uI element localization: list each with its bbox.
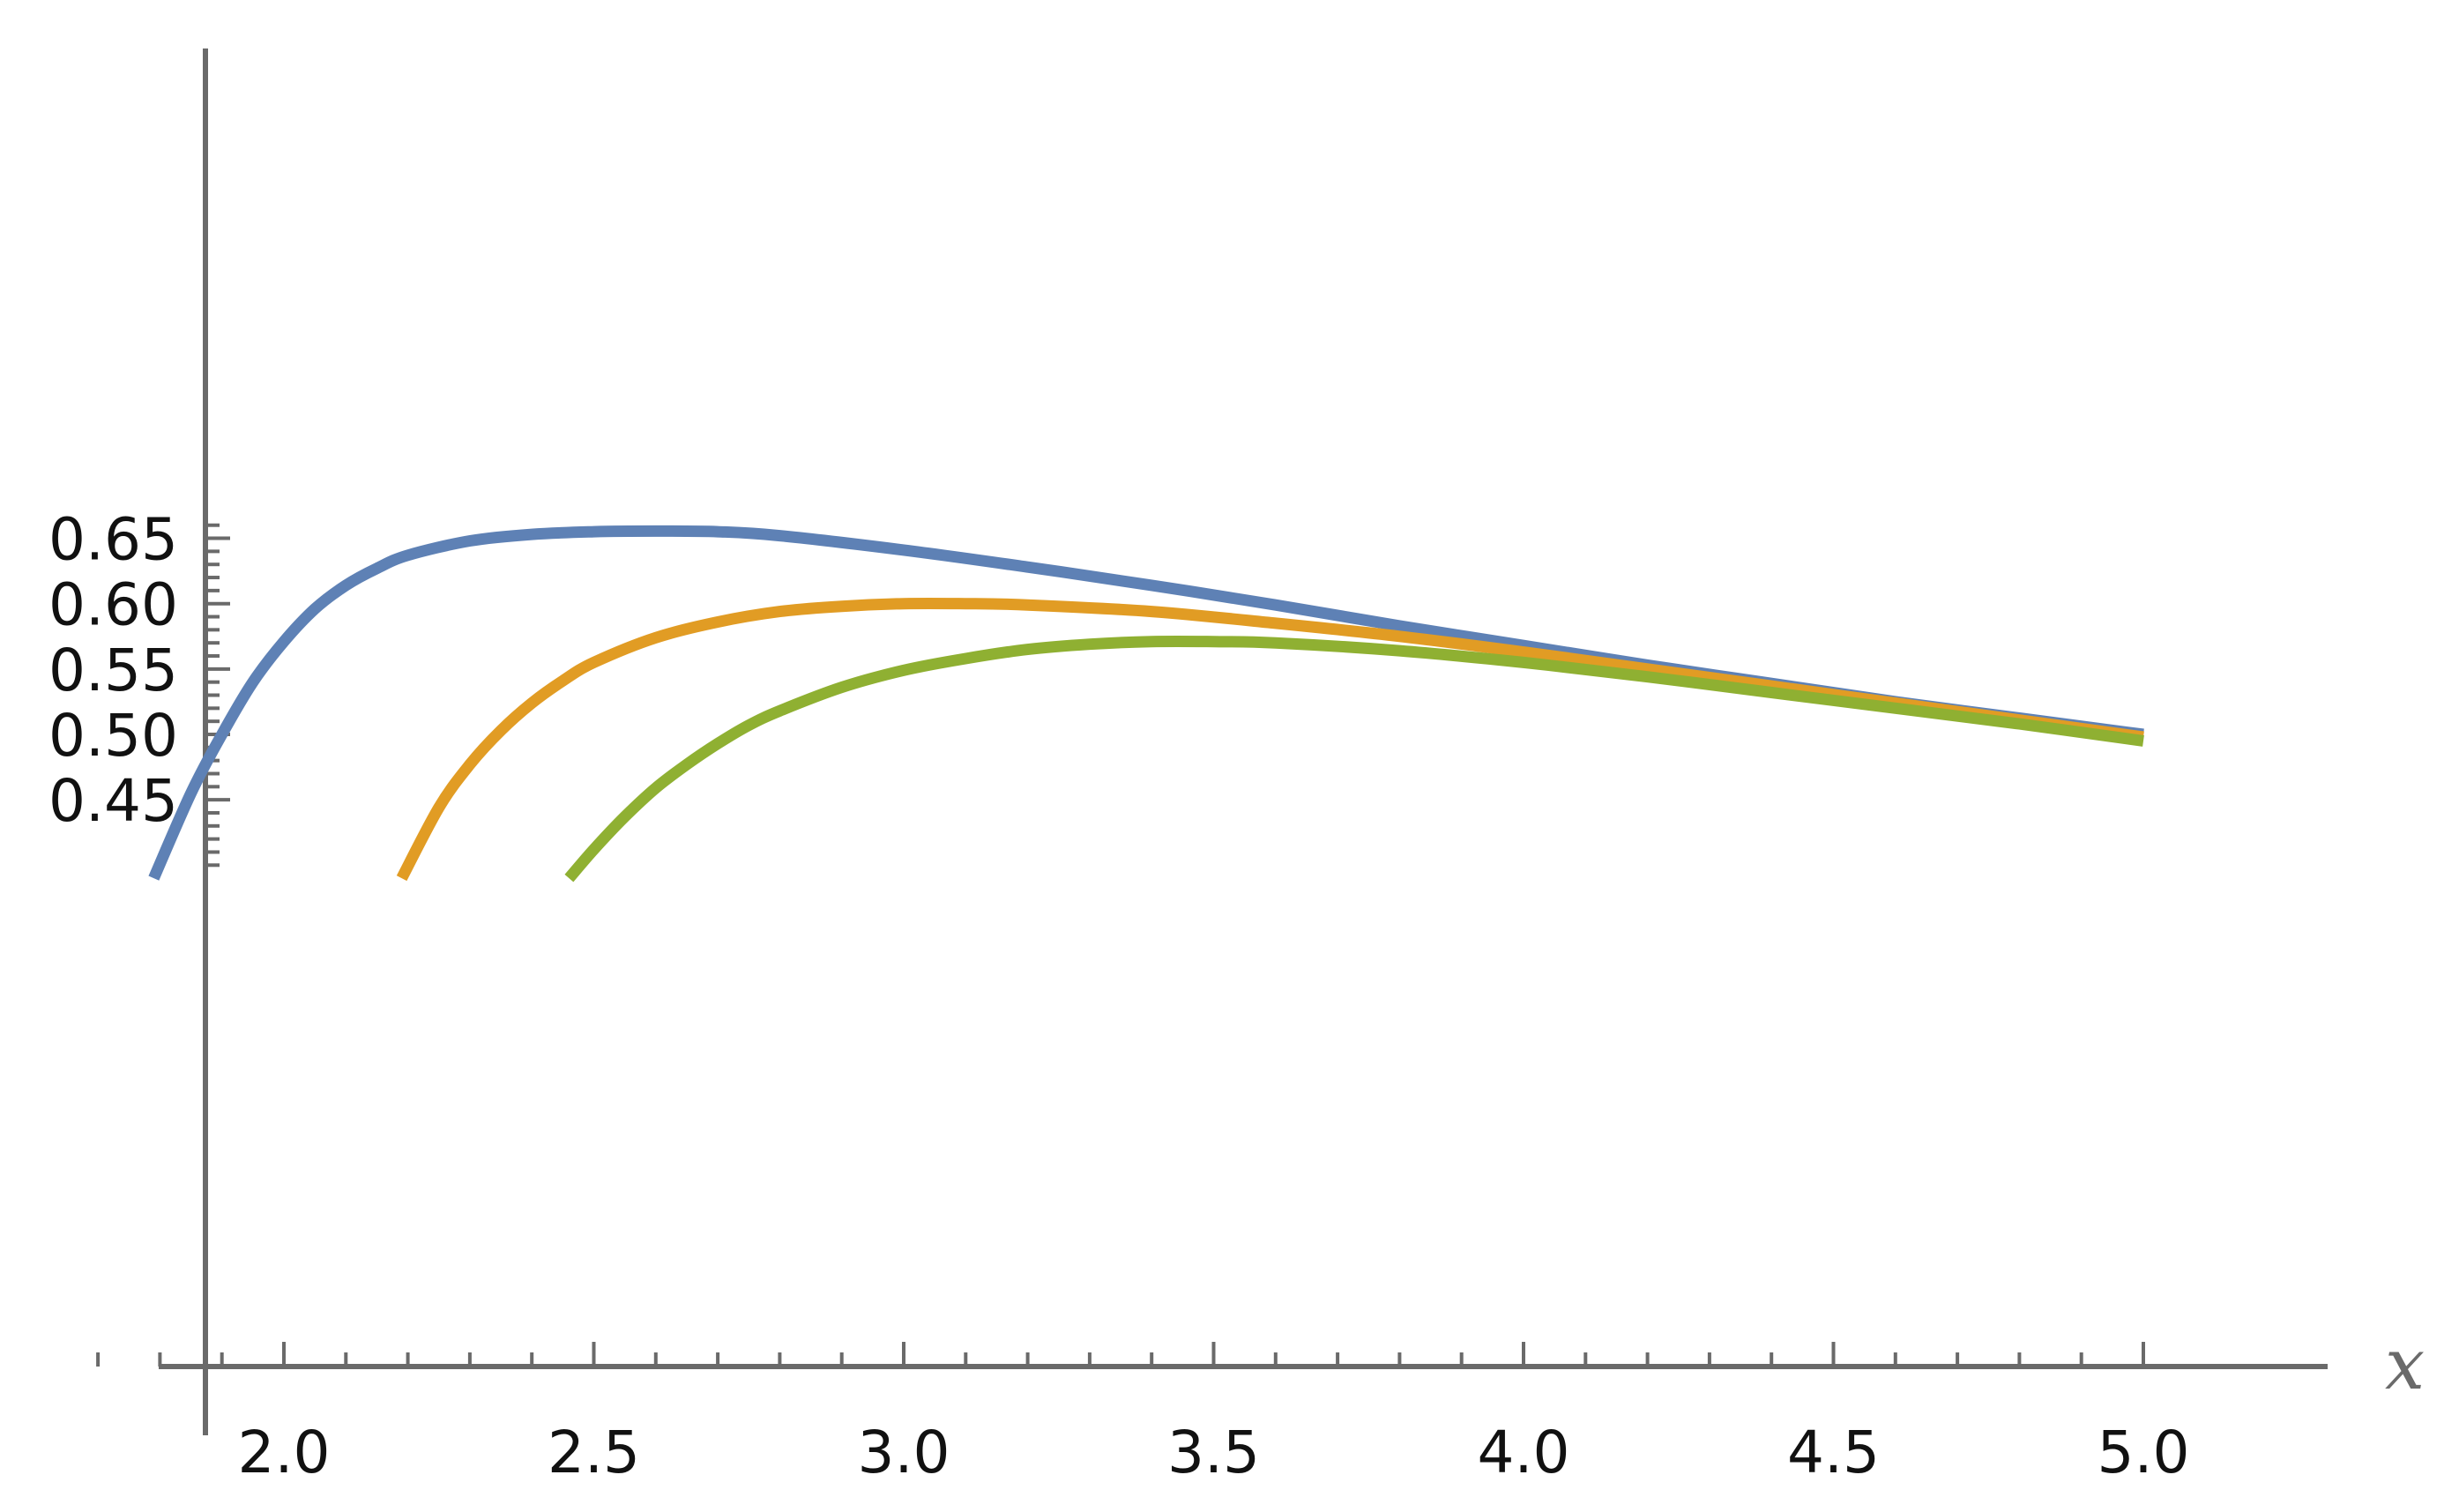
series-lines <box>148 525 2144 883</box>
x-tick-label: 4.5 <box>1787 1419 1880 1486</box>
y-tick-label: 0.50 <box>48 702 178 770</box>
y-tick-label: 0.55 <box>48 637 178 704</box>
y-tick-label: 0.65 <box>48 506 178 574</box>
y-tick-label: 0.60 <box>48 571 178 639</box>
series-line-3 <box>564 635 2144 883</box>
axis-ticks <box>96 523 2145 1367</box>
x-tick-label: 3.0 <box>858 1419 950 1486</box>
y-tick-label: 0.45 <box>48 767 178 835</box>
x-tick-label: 3.5 <box>1167 1419 1260 1486</box>
x-axis-label: x <box>2385 1323 2425 1405</box>
x-tick-label: 2.5 <box>548 1419 640 1486</box>
x-tick-label: 2.0 <box>238 1419 331 1486</box>
x-tick-label: 5.0 <box>2098 1419 2190 1486</box>
tick-labels: 2.0 2.5 3.0 3.5 4.0 4.5 5.0 0.450.500.550.600.6… <box>48 506 2189 1486</box>
x-tick-label: 4.0 <box>1478 1419 1570 1486</box>
series-line-2 <box>396 597 2144 882</box>
